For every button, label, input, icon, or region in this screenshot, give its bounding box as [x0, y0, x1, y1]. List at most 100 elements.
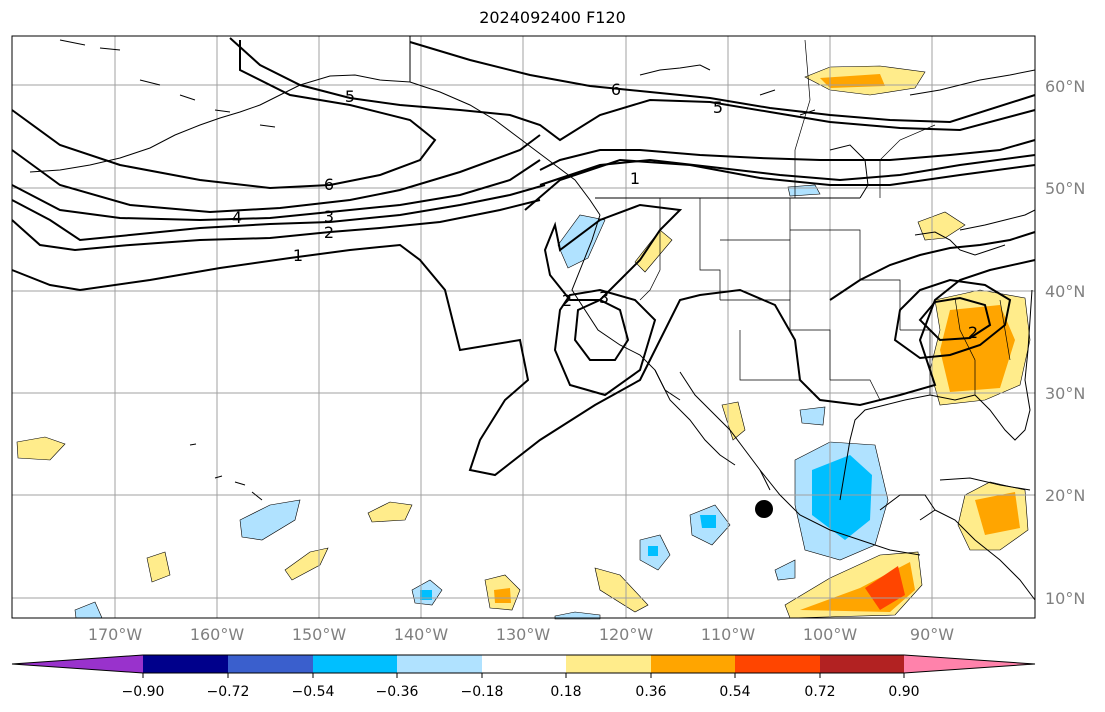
- colorbar-tick-label: 0.90: [888, 684, 920, 700]
- central-america-coast: [934, 509, 1036, 601]
- colorbar-segment: [651, 655, 735, 673]
- colorbar-tick-label: −0.90: [121, 684, 165, 700]
- contour-east-low: [829, 231, 1036, 301]
- contour-6-west: [11, 40, 437, 190]
- contour-1-west: [11, 243, 1036, 477]
- great-lakes: [914, 231, 1006, 256]
- colorbar-segment: [397, 655, 482, 673]
- contour-labels: 6 5 1 6 5 4 3 2 1 2 3 2: [232, 80, 978, 342]
- shade-negative-gulf-small: [799, 406, 826, 426]
- contour-label: 2: [562, 291, 572, 310]
- mexico-pacific-coast: [759, 469, 921, 556]
- contour-5-north: [229, 37, 1036, 142]
- lon-label-120w: 120°W: [598, 625, 654, 644]
- contour-3: [11, 184, 546, 242]
- shade-negative-pacific-a-core: [700, 515, 716, 528]
- lat-label-40n: 40°N: [1045, 282, 1086, 301]
- shade-positive-pacific-east-max: [865, 566, 905, 610]
- colorbar-tick-label: 0.18: [550, 684, 582, 700]
- baja-california: [654, 369, 736, 466]
- contour-east-inner: [918, 296, 992, 342]
- shade-negative-pacific-f: [239, 499, 301, 541]
- coastlines: [29, 36, 1036, 601]
- contour-b-north: [524, 158, 1036, 211]
- cuba: [939, 477, 1031, 491]
- lon-label-140w: 140°W: [393, 625, 449, 644]
- contour-2-east: [893, 278, 1012, 360]
- contour-label: 5: [345, 87, 355, 106]
- shade-positive-southeast-core: [940, 305, 1015, 392]
- shade-positive-pacific-e: [367, 501, 413, 523]
- shade-positive-idaho: [634, 229, 673, 273]
- contour-label: 3: [599, 288, 609, 307]
- lat-label-20n: 20°N: [1045, 486, 1086, 505]
- contour-label: 3: [324, 207, 334, 226]
- gulf-coast: [839, 394, 976, 501]
- colorbar-tick-label: 0.54: [719, 684, 751, 700]
- colorbar-tick-label: 0.72: [804, 684, 836, 700]
- colorbar-tick-label: −0.18: [460, 684, 504, 700]
- contour-label: 1: [293, 246, 303, 265]
- canada-north: [639, 64, 1036, 116]
- colorbar-low-extension: [12, 655, 143, 673]
- shade-negative-pacific-g: [74, 601, 103, 619]
- contour-2-inner: [573, 298, 630, 361]
- contour-label: 1: [630, 169, 640, 188]
- colorbar-tick-label: −0.36: [375, 684, 419, 700]
- contour-label: 6: [324, 175, 334, 194]
- lon-label-90w: 90°W: [909, 625, 955, 644]
- contour-3-california: [543, 203, 683, 301]
- hudson-bay-shore: [829, 144, 869, 199]
- shade-negative-pacific-b-core: [648, 546, 658, 556]
- contour-label: 5: [713, 98, 723, 117]
- contour-2-west: [11, 199, 541, 252]
- lat-label-30n: 30°N: [1045, 384, 1086, 403]
- colorbar-segment: [820, 655, 904, 673]
- shade-negative-pacific-c: [774, 559, 796, 581]
- colorbar-segment: [482, 655, 566, 673]
- aleutian-islands: [59, 39, 276, 128]
- colorbar-segment: [228, 655, 313, 673]
- colorbar-high-extension: [904, 655, 1035, 673]
- contour-5-west: [11, 134, 541, 214]
- shade-positive-pacific-d-core: [494, 588, 511, 603]
- lat-label-50n: 50°N: [1045, 179, 1086, 198]
- florida-east-coast: [974, 289, 1033, 441]
- contour-label: 2: [324, 223, 334, 242]
- height-contours: [11, 37, 1036, 477]
- lon-label-160w: 160°W: [189, 625, 245, 644]
- colorbar-segment: [735, 655, 820, 673]
- contour-label: 6: [611, 80, 621, 99]
- lon-label-130w: 130°W: [495, 625, 551, 644]
- contour-2-california: [553, 288, 657, 397]
- lon-label-110w: 110°W: [700, 625, 756, 644]
- colorbar-segment: [143, 655, 228, 673]
- plot-title: 2024092400 F120: [479, 8, 626, 27]
- lon-label-170w: 170°W: [87, 625, 143, 644]
- lon-label-150w: 150°W: [291, 625, 347, 644]
- map-frame: [11, 35, 1036, 619]
- colorbar-tick-label: 0.36: [635, 684, 667, 700]
- colorbar-tick-label: −0.72: [206, 684, 250, 700]
- contour-label: 2: [968, 323, 978, 342]
- shade-positive-caribbean-core: [975, 492, 1020, 535]
- lon-label-100w: 100°W: [802, 625, 858, 644]
- hawaii-islands: [189, 443, 263, 501]
- colorbar: [11, 654, 1036, 678]
- lat-label-60n: 60°N: [1045, 77, 1086, 96]
- northeast-coast: [959, 209, 1036, 231]
- anomaly-shading: [16, 65, 1031, 620]
- contour-6-north: [409, 41, 1036, 124]
- alaska-panhandle-coast: [409, 81, 601, 216]
- shade-negative-gulf-mexico-core: [812, 455, 872, 540]
- yucatan: [879, 494, 936, 521]
- contour-4: [11, 159, 541, 222]
- alaska-coast: [29, 36, 411, 173]
- lat-label-10n: 10°N: [1045, 589, 1086, 608]
- contour-a-north: [539, 154, 1036, 186]
- shade-negative-oregon-coast: [557, 214, 606, 269]
- shade-negative-bc: [787, 184, 821, 197]
- shade-positive-pacific-c: [594, 567, 649, 613]
- contour-1-north: [539, 139, 1036, 171]
